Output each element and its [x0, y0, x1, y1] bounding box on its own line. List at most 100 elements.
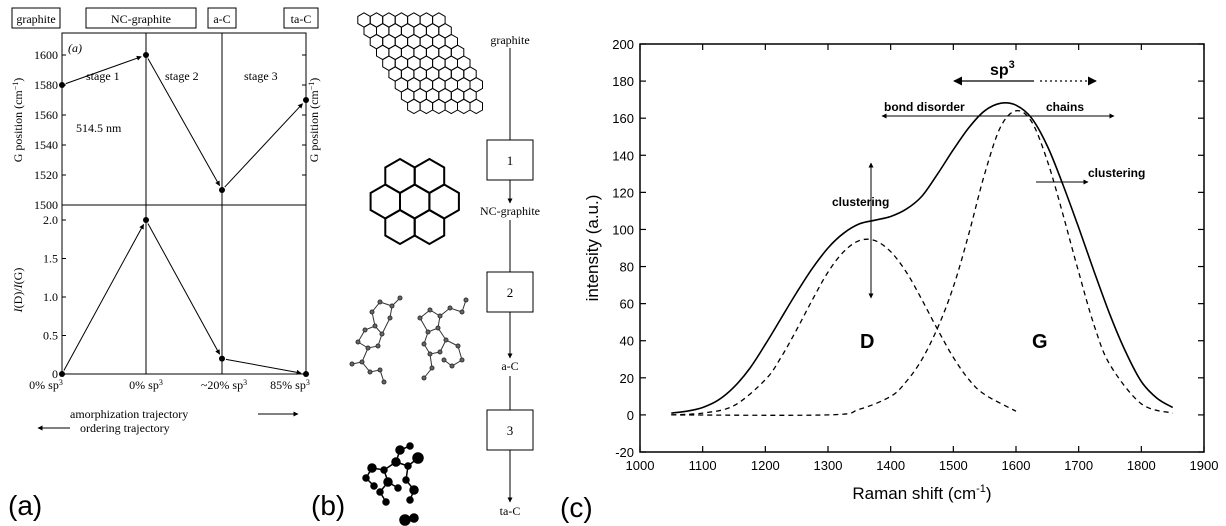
- raman-ylabel: intensity (a.u.): [583, 195, 602, 302]
- subpanel-label: (a): [68, 41, 82, 55]
- top-y-tick-label: 1600: [34, 48, 58, 62]
- g-band-curve: [671, 109, 1173, 416]
- x-tick-2: ~20% sp3: [201, 378, 247, 392]
- x-tick-label: 1000: [626, 458, 655, 473]
- x-tick-0: 0% sp3: [29, 378, 63, 392]
- flow-label-graphite: graphite: [490, 33, 529, 47]
- chains-label: chains: [1046, 100, 1084, 114]
- stage-3-label: stage 3: [244, 69, 278, 83]
- header-label-ta-c: ta-C: [291, 12, 312, 26]
- x-tick-label: 1400: [876, 458, 905, 473]
- clustering-right-label: clustering: [1088, 166, 1145, 180]
- top-y-tick-label: 1580: [34, 78, 58, 92]
- y-tick-label: 100: [612, 222, 634, 237]
- g-position-point: [59, 82, 65, 88]
- nc-graphite-rings-icon: [369, 157, 460, 246]
- top-y-axis: 1500 1520 1540 1560 1580 1600: [34, 48, 306, 212]
- bottom-y-tick-label: 0: [52, 367, 58, 381]
- y-tick-label: 140: [612, 148, 634, 163]
- ta-c-network-icon: [362, 442, 424, 526]
- intensity-ratio-point: [143, 217, 149, 223]
- header-box-a-c: [207, 7, 237, 29]
- panel-c: 1000 1100 1200 1300 1400 1500 1600 1700 1800 1900…: [583, 37, 1218, 503]
- stage-1-label: stage 1: [86, 69, 120, 83]
- y-tick-label: 60: [620, 297, 634, 312]
- header-box-graphite: [11, 7, 61, 29]
- top-y-tick-label: 1500: [34, 198, 58, 212]
- bond-disorder-label: bond disorder: [884, 100, 965, 114]
- a-c-network-icon: [349, 295, 469, 385]
- x-tick-label: 1500: [939, 458, 968, 473]
- header-label-graphite: graphite: [16, 12, 55, 26]
- top-series: [59, 52, 309, 193]
- g-position-segment: [147, 58, 220, 187]
- clustering-left-label: clustering: [832, 195, 889, 209]
- ylabel-right-top: G position (cm−1): [307, 78, 321, 163]
- intensity-ratio-segment: [63, 223, 145, 371]
- g-position-point: [143, 52, 149, 58]
- step-box-2: [486, 271, 534, 313]
- y-tick-label: 200: [612, 37, 634, 52]
- bottom-y-axis: 0 0.5 1.0 1.5 2.0: [43, 213, 66, 381]
- bottom-y-tick-label: 2.0: [43, 213, 58, 227]
- g-position-point: [303, 97, 309, 103]
- g-position-segment: [65, 55, 142, 85]
- g-position-segment: [224, 103, 303, 188]
- ylabel-left-top: G position (cm−1): [11, 78, 25, 163]
- header-label-a-c: a-C: [213, 12, 230, 26]
- panel-b: graphite 1 NC-graphite 2 a-C 3 ta-C: [349, 12, 540, 526]
- panel-label-b: (b): [311, 490, 345, 521]
- header-label-nc-graphite: NC-graphite: [111, 12, 171, 26]
- stage-2-label: stage 2: [165, 69, 199, 83]
- flow-label-ta-c: ta-C: [500, 504, 521, 518]
- bottom-plot-frame: [61, 204, 307, 375]
- sp3-label: sp3: [990, 59, 1015, 79]
- y-tick-label: -20: [615, 445, 634, 460]
- panel-label-c: (c): [560, 492, 593, 523]
- top-y-tick-label: 1520: [34, 168, 58, 182]
- intensity-ratio-segment: [225, 358, 302, 375]
- header-box-ta-c: [283, 7, 319, 29]
- y-tick-label: 120: [612, 185, 634, 200]
- x-tick-1: 0% sp3: [129, 378, 163, 392]
- ylabel-bottom: I(D)/I(G): [11, 268, 25, 314]
- step-label-1: 1: [507, 153, 514, 168]
- x-tick-label: 1900: [1190, 458, 1219, 473]
- x-tick-label: 1200: [751, 458, 780, 473]
- bottom-y-tick-label: 1.5: [43, 252, 58, 266]
- ordering-trajectory-label: ordering trajectory: [80, 421, 170, 435]
- x-tick-3: 85% sp3: [270, 378, 310, 392]
- y-tick-label: 40: [620, 334, 634, 349]
- panel-a: graphite NC-graphite a-C ta-C 1500152015…: [11, 7, 321, 435]
- total-spectrum-curve: [671, 102, 1174, 414]
- y-tick-label: 20: [620, 371, 634, 386]
- raman-plot-frame: [639, 43, 1205, 453]
- y-tick-label: 80: [620, 260, 634, 275]
- x-tick-label: 1300: [814, 458, 843, 473]
- amorphization-trajectory-label: amorphization trajectory: [70, 407, 188, 421]
- g-peak-label: G: [1032, 331, 1048, 353]
- y-tick-label: 160: [612, 111, 634, 126]
- graphite-sheet-icon: [357, 12, 483, 115]
- step-label-2: 2: [507, 285, 514, 300]
- x-tick-label: 1600: [1002, 458, 1031, 473]
- top-y-tick-label: 1560: [34, 108, 58, 122]
- raman-curves: [671, 102, 1174, 416]
- top-y-tick-label: 1540: [34, 138, 58, 152]
- flow-label-nc-graphite: NC-graphite: [480, 204, 540, 218]
- step-box-3: [486, 409, 534, 451]
- d-band-curve: [671, 238, 1017, 416]
- intensity-ratio-point: [59, 371, 65, 377]
- step-label-3: 3: [507, 423, 514, 438]
- x-tick-label: 1100: [689, 458, 717, 473]
- bottom-y-tick-label: 1.0: [43, 290, 58, 304]
- x-tick-label: 1800: [1127, 458, 1156, 473]
- panel-label-a: (a): [8, 490, 42, 521]
- header-box-nc-graphite: [85, 7, 197, 29]
- intensity-ratio-point: [219, 355, 225, 362]
- intensity-ratio-point: [303, 371, 309, 377]
- step-box-1: [486, 139, 534, 181]
- raman-axes: 1000 1100 1200 1300 1400 1500 1600 1700 1800 1900…: [612, 37, 1218, 473]
- g-position-point: [219, 187, 225, 193]
